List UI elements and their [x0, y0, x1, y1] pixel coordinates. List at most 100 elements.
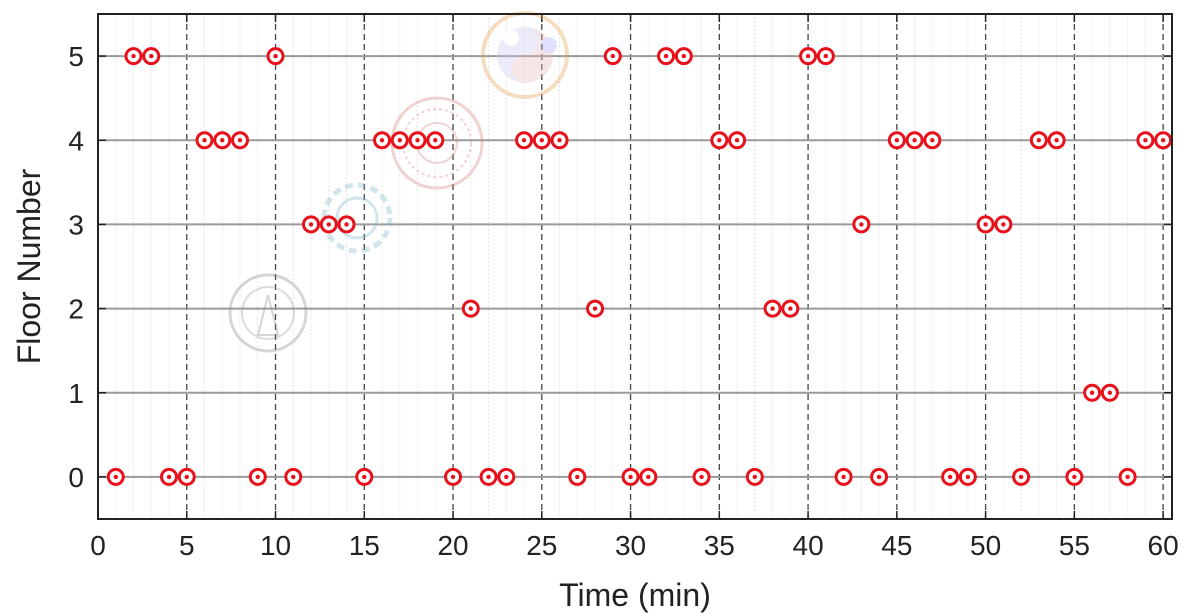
x-tick-label: 35	[704, 530, 735, 561]
data-point	[337, 215, 356, 234]
data-point-center	[983, 222, 988, 227]
data-point-center	[1089, 390, 1095, 395]
data-point-center	[166, 474, 172, 480]
data-point-center	[734, 138, 740, 143]
data-point	[1065, 467, 1084, 486]
data-point	[461, 299, 480, 318]
y-tick-label: 4	[68, 125, 84, 156]
data-point	[124, 47, 143, 66]
data-point	[887, 131, 906, 150]
data-point-center	[308, 222, 314, 227]
data-point	[781, 299, 800, 318]
data-point	[355, 467, 374, 486]
data-point	[408, 131, 427, 150]
data-point	[799, 47, 818, 66]
x-tick-labels: 0 5 10 15 20 25 30 35 40 45 50 55 60	[90, 530, 1178, 561]
y-tick-labels: 0 1 2 3 4 5	[68, 41, 84, 493]
data-point-center	[468, 306, 473, 311]
watermark-gear-blue	[321, 182, 393, 254]
data-point	[248, 467, 267, 486]
data-point-center	[876, 474, 882, 480]
data-point-center	[965, 474, 971, 480]
y-tick-label: 3	[68, 209, 84, 240]
data-point	[674, 47, 693, 66]
data-point	[515, 131, 534, 150]
data-point-center	[1054, 138, 1059, 143]
data-point-center	[539, 138, 545, 143]
data-point	[319, 215, 338, 234]
data-point	[195, 131, 214, 150]
data-points	[106, 47, 1173, 486]
data-point-center	[1143, 138, 1148, 143]
y-tick-label: 5	[68, 41, 84, 72]
data-point-center	[610, 53, 616, 59]
data-point-center	[237, 138, 243, 143]
data-point-center	[131, 53, 136, 59]
x-tick-label: 60	[1148, 530, 1179, 561]
data-point-center	[433, 138, 438, 143]
data-point-center	[663, 53, 669, 59]
y-axis-title: Floor Number	[11, 168, 47, 364]
x-axis-title: Time (min)	[559, 577, 711, 613]
x-tick-label: 25	[526, 530, 557, 561]
data-point-center	[486, 474, 491, 480]
data-point	[390, 131, 409, 150]
data-point	[1154, 131, 1173, 150]
data-point	[692, 467, 711, 486]
data-point	[497, 467, 516, 486]
data-point	[177, 467, 196, 486]
data-point-center	[699, 474, 704, 480]
data-point-center	[646, 474, 651, 480]
data-point-center	[823, 53, 829, 59]
data-point-center	[326, 222, 331, 227]
data-point	[852, 215, 871, 234]
data-point-center	[220, 138, 225, 143]
y-tick-label: 0	[68, 462, 84, 493]
x-tick-label: 10	[260, 530, 291, 561]
data-point-center	[415, 138, 420, 143]
data-point	[266, 47, 285, 66]
data-point	[994, 215, 1013, 234]
data-point-center	[947, 474, 953, 480]
data-point	[568, 467, 587, 486]
plot-frame	[97, 13, 1173, 520]
watermark-seal-grey	[228, 273, 308, 353]
data-point-center	[681, 53, 687, 59]
data-point-center	[149, 53, 154, 59]
data-point	[284, 467, 303, 486]
data-point	[142, 47, 161, 66]
data-point	[1029, 131, 1048, 150]
data-point-center	[752, 474, 758, 480]
data-point	[302, 215, 321, 234]
data-point-center	[504, 474, 509, 480]
data-point-center	[770, 306, 775, 311]
data-point	[976, 215, 995, 234]
data-point	[816, 47, 835, 66]
data-point	[231, 131, 250, 150]
data-point	[728, 131, 747, 150]
data-point-center	[291, 474, 296, 480]
data-point	[834, 467, 853, 486]
data-point-center	[1160, 138, 1166, 143]
data-point-center	[1036, 138, 1042, 143]
x-tick-label: 55	[1059, 530, 1090, 561]
data-point	[603, 47, 622, 66]
data-point	[160, 467, 179, 486]
data-point-center	[628, 474, 633, 480]
data-point	[763, 299, 782, 318]
data-point	[479, 467, 498, 486]
data-point-center	[592, 306, 598, 311]
x-tick-label: 50	[970, 530, 1001, 561]
x-tick-label: 5	[179, 530, 195, 561]
data-point	[745, 467, 764, 486]
data-point-center	[717, 138, 722, 143]
data-point-center	[255, 474, 260, 480]
data-point	[710, 131, 729, 150]
data-point-center	[202, 138, 207, 143]
data-point	[106, 467, 125, 486]
x-tick-label: 45	[881, 530, 912, 561]
data-point	[1047, 131, 1066, 150]
data-point-center	[912, 138, 917, 143]
data-point-center	[805, 53, 811, 59]
